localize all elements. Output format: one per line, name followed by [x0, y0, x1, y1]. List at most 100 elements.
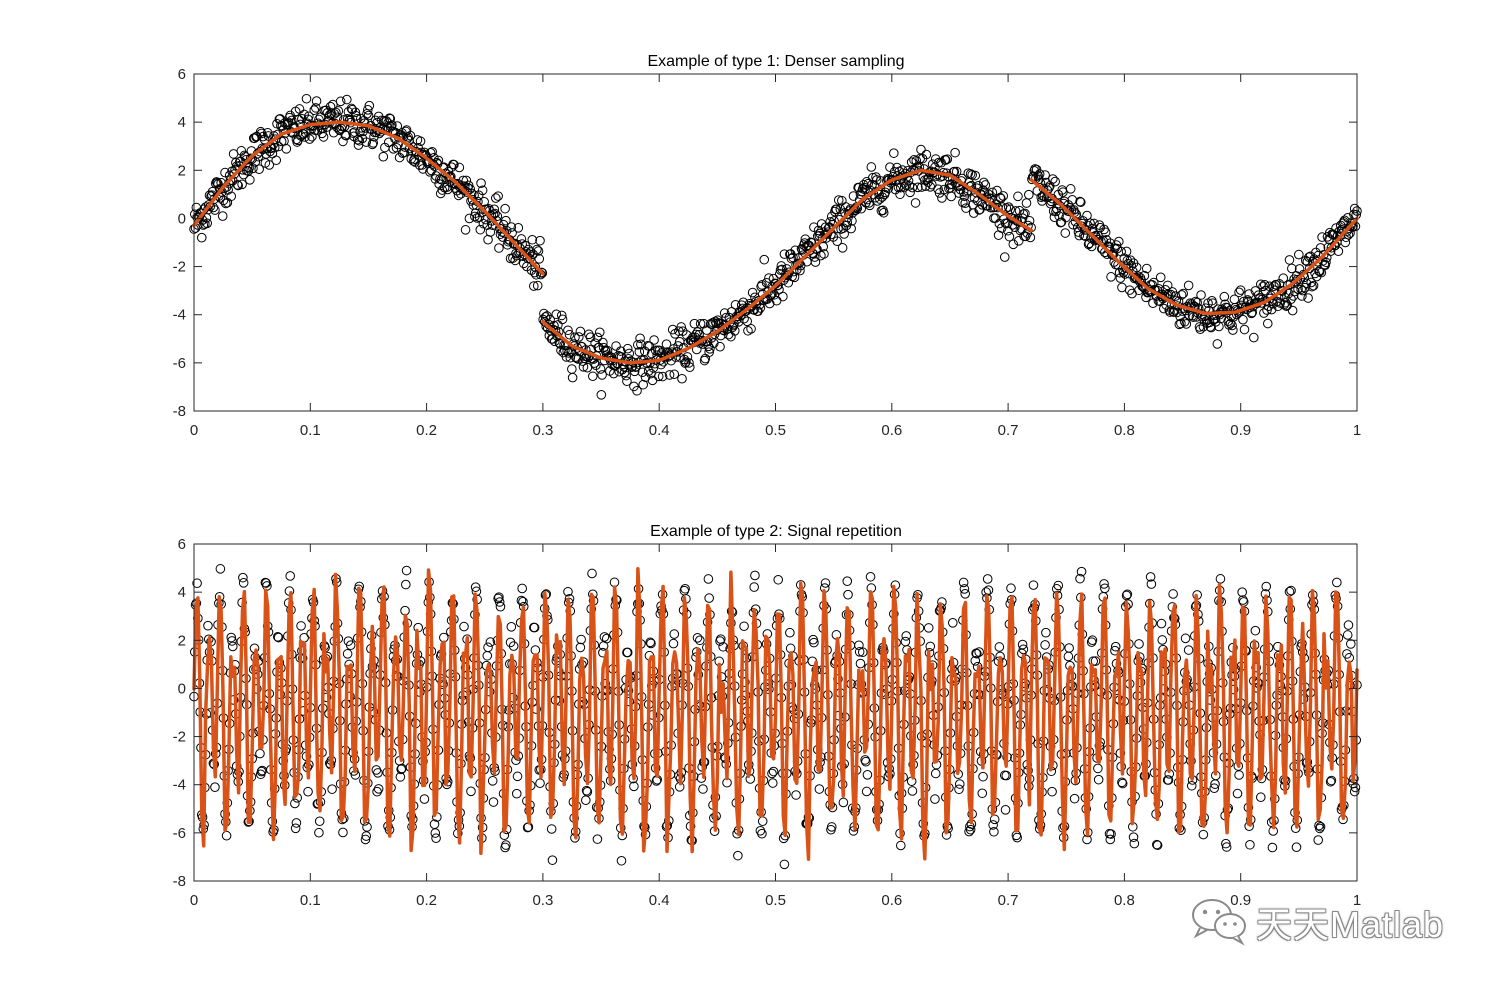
data-point: [401, 565, 412, 576]
subplot-denser-sampling: Example of type 1: Denser sampling 0 0.1 0…: [173, 53, 1362, 439]
data-point: [964, 826, 974, 837]
data-point: [554, 338, 565, 348]
data-point: [910, 198, 921, 208]
data-point: [1024, 189, 1034, 200]
data-point: [965, 824, 976, 835]
data-point: [575, 642, 586, 653]
data-point: [946, 191, 957, 202]
data-point: [654, 345, 665, 356]
data-point: [1076, 566, 1087, 577]
data-point: [862, 769, 873, 780]
data-point: [392, 121, 403, 131]
data-point: [1010, 222, 1020, 233]
data-point: [221, 198, 231, 209]
data-point: [1117, 777, 1127, 788]
data-point: [567, 372, 578, 383]
data-point: [1110, 641, 1121, 652]
data-point: [1168, 589, 1178, 599]
data-point: [1198, 829, 1209, 840]
data-point: [466, 786, 476, 797]
data-point: [529, 622, 540, 633]
data-point: [1122, 589, 1133, 600]
data-point: [1075, 197, 1086, 208]
data-point: [1321, 257, 1331, 268]
data-point: [814, 784, 825, 794]
data-point: [371, 765, 382, 775]
data-point: [1008, 239, 1019, 250]
data-point: [387, 120, 397, 131]
data-point: [1155, 272, 1166, 283]
data-point: [378, 151, 389, 162]
data-point: [1006, 583, 1016, 594]
data-point: [1345, 639, 1356, 649]
data-point: [245, 175, 255, 185]
data-point: [785, 627, 795, 638]
data-point: [972, 648, 982, 659]
x-tick-label: 0.5: [765, 892, 786, 909]
data-point: [501, 215, 511, 226]
data-point: [1290, 286, 1300, 297]
data-point: [689, 318, 700, 329]
data-point: [1116, 246, 1126, 257]
data-point: [547, 855, 558, 865]
data-point: [854, 647, 865, 657]
data-point: [535, 778, 545, 789]
data-point: [557, 314, 568, 325]
data-point: [460, 662, 471, 673]
data-point: [248, 163, 258, 174]
data-point: [877, 192, 887, 202]
data-point: [1087, 635, 1098, 646]
data-point: [1317, 232, 1327, 242]
data-point: [1245, 839, 1255, 850]
data-point: [1349, 203, 1360, 214]
data-point: [482, 650, 493, 661]
y-tick-label: -6: [173, 825, 186, 842]
data-point: [749, 582, 759, 592]
data-point: [1100, 227, 1111, 238]
data-point: [1297, 285, 1308, 296]
data-point: [445, 173, 455, 183]
data-point: [373, 784, 384, 794]
x-tick-label: 0.1: [300, 892, 321, 909]
data-point: [947, 617, 958, 628]
data-point: [386, 121, 396, 132]
data-point: [405, 130, 416, 141]
data-point: [227, 636, 237, 646]
data-point: [919, 164, 929, 174]
data-point: [1107, 250, 1118, 260]
data-point: [587, 371, 598, 382]
data-point: [592, 332, 603, 343]
data-point: [704, 593, 714, 603]
data-point: [553, 320, 563, 330]
data-point: [203, 200, 214, 210]
data-point: [988, 820, 998, 830]
data-point: [684, 358, 694, 368]
data-point: [1246, 308, 1257, 319]
x-tick-label: 0.7: [998, 422, 1019, 439]
data-point: [584, 329, 594, 340]
data-point: [516, 595, 527, 606]
data-point: [488, 797, 499, 807]
data-point: [286, 115, 297, 126]
x-tick-label: 0.4: [649, 892, 670, 909]
data-point: [838, 797, 849, 808]
data-point: [562, 346, 572, 356]
y-tick-label: -8: [173, 403, 186, 420]
data-point: [1180, 633, 1191, 644]
data-point: [231, 157, 241, 168]
data-point: [1331, 223, 1341, 233]
data-point: [989, 814, 1000, 825]
data-point: [271, 155, 282, 166]
data-point: [615, 346, 626, 356]
data-point: [778, 291, 788, 302]
data-point: [256, 766, 267, 777]
data-point: [427, 147, 437, 157]
data-point: [669, 629, 680, 639]
data-point: [1093, 774, 1104, 785]
data-point: [194, 212, 205, 223]
data-point: [1332, 577, 1342, 588]
data-point: [676, 322, 687, 332]
data-point: [501, 840, 511, 850]
data-point: [563, 586, 573, 597]
data-point: [1099, 579, 1109, 589]
